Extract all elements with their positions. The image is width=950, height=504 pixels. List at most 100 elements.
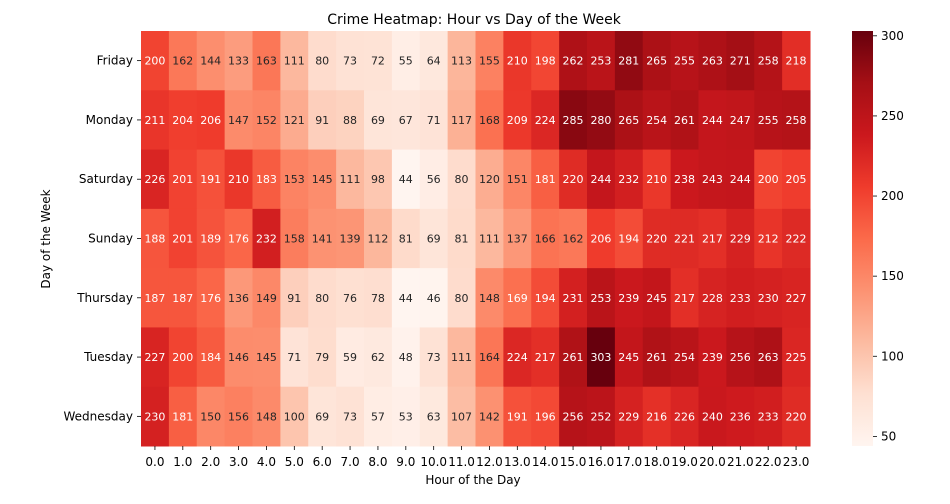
heatmap-cell bbox=[531, 90, 560, 151]
heatmap-cell bbox=[698, 149, 727, 210]
cell-value-label: 181 bbox=[172, 410, 193, 423]
heatmap-cell bbox=[754, 31, 783, 91]
heatmap-cell bbox=[642, 31, 672, 91]
heatmap-cell bbox=[168, 90, 198, 151]
heatmap-cell bbox=[196, 208, 226, 269]
cell-value-label: 254 bbox=[646, 114, 667, 127]
x-tick-label: 12.0 bbox=[476, 455, 503, 469]
x-tick-label: 6.0 bbox=[313, 455, 332, 469]
cell-value-label: 69 bbox=[315, 410, 329, 423]
heatmap-cell bbox=[224, 386, 254, 447]
cell-value-label: 247 bbox=[730, 114, 751, 127]
y-tick-label: Wednesday bbox=[64, 409, 133, 423]
heatmap-cell bbox=[252, 208, 281, 269]
x-tick-label: 14.0 bbox=[532, 455, 559, 469]
heatmap-cell bbox=[726, 90, 755, 151]
cell-value-label: 111 bbox=[340, 173, 361, 186]
heatmap-cell bbox=[670, 208, 700, 269]
heatmap-cell bbox=[614, 149, 644, 210]
cell-value-label: 281 bbox=[618, 55, 639, 68]
heatmap-cell bbox=[670, 90, 700, 151]
cell-value-label: 152 bbox=[256, 114, 277, 127]
heatmap-cell bbox=[642, 386, 672, 447]
cell-value-label: 107 bbox=[451, 410, 472, 423]
cell-value-label: 80 bbox=[455, 292, 469, 305]
heatmap-cell bbox=[726, 149, 755, 210]
heatmap-cell bbox=[419, 90, 449, 151]
heatmap-cell bbox=[141, 31, 170, 91]
cell-value-label: 80 bbox=[315, 292, 329, 305]
cell-value-label: 233 bbox=[730, 292, 751, 305]
cell-value-label: 163 bbox=[256, 55, 277, 68]
cell-value-label: 176 bbox=[228, 233, 249, 246]
heatmap-cell bbox=[308, 386, 337, 447]
heatmap-cell bbox=[447, 327, 477, 388]
x-tick-label: 9.0 bbox=[396, 455, 415, 469]
heatmap-cell bbox=[252, 386, 281, 447]
heatmap-cell bbox=[196, 327, 226, 388]
cell-value-label: 255 bbox=[674, 55, 695, 68]
y-axis-ticks: Friday Monday Saturday Sunday Thursday Tuesda… bbox=[64, 54, 141, 423]
heatmap-cell bbox=[308, 31, 337, 91]
heatmap-cell bbox=[196, 386, 226, 447]
cell-value-label: 254 bbox=[674, 351, 695, 364]
heatmap-cell bbox=[224, 208, 254, 269]
cell-value-label: 59 bbox=[343, 351, 357, 364]
cell-value-label: 256 bbox=[563, 410, 584, 423]
cell-value-label: 224 bbox=[535, 114, 556, 127]
heatmap-cell bbox=[280, 90, 309, 151]
heatmap-cell bbox=[280, 268, 309, 328]
heatmap-cell bbox=[224, 327, 254, 388]
heatmap-cell bbox=[587, 149, 616, 210]
cell-value-label: 209 bbox=[507, 114, 528, 127]
heatmap-cell bbox=[141, 327, 170, 388]
heatmap-cell bbox=[336, 327, 365, 388]
cell-value-label: 71 bbox=[287, 351, 301, 364]
cell-value-label: 187 bbox=[144, 292, 165, 305]
heatmap-cell bbox=[336, 149, 365, 210]
x-tick-label: 2.0 bbox=[201, 455, 220, 469]
cell-value-label: 231 bbox=[563, 292, 584, 305]
cell-value-label: 194 bbox=[618, 233, 639, 246]
cell-value-label: 253 bbox=[590, 55, 611, 68]
x-tick-label: 10.0 bbox=[420, 455, 447, 469]
cell-value-label: 79 bbox=[315, 351, 329, 364]
heatmap-cell bbox=[531, 31, 560, 91]
x-tick-label: 23.0 bbox=[783, 455, 810, 469]
heatmap-cell bbox=[698, 327, 727, 388]
cell-value-label: 244 bbox=[730, 173, 751, 186]
cell-value-label: 164 bbox=[479, 351, 500, 364]
heatmap-cell bbox=[587, 327, 616, 388]
cell-value-label: 200 bbox=[172, 351, 193, 364]
heatmap-cell bbox=[587, 90, 616, 151]
cell-value-label: 258 bbox=[786, 114, 807, 127]
heatmap-cell bbox=[531, 149, 560, 210]
heatmap-cell bbox=[419, 386, 449, 447]
cell-value-label: 111 bbox=[284, 55, 305, 68]
cell-value-label: 230 bbox=[144, 410, 165, 423]
heatmap-cell bbox=[559, 208, 588, 269]
heatmap-cell bbox=[308, 90, 337, 151]
colorbar-tick-label: 100 bbox=[881, 349, 904, 363]
colorbar-tick-label: 50 bbox=[881, 429, 896, 443]
x-tick-label: 4.0 bbox=[257, 455, 276, 469]
x-tick-label: 17.0 bbox=[615, 455, 642, 469]
heatmap-cell bbox=[754, 268, 783, 328]
x-tick-label: 1.0 bbox=[173, 455, 192, 469]
heatmap-cell bbox=[782, 386, 811, 447]
cell-value-label: 229 bbox=[730, 233, 751, 246]
heatmap-cell bbox=[447, 149, 477, 210]
cell-value-label: 239 bbox=[618, 292, 639, 305]
cell-value-label: 150 bbox=[200, 410, 221, 423]
y-tick-label: Tuesday bbox=[83, 350, 133, 364]
heatmap-cell bbox=[196, 149, 226, 210]
heatmap-cell bbox=[419, 149, 449, 210]
heatmap-cell bbox=[503, 31, 532, 91]
heatmap-cell bbox=[642, 327, 672, 388]
cell-value-label: 111 bbox=[451, 351, 472, 364]
cell-value-label: 221 bbox=[674, 233, 695, 246]
cell-value-label: 73 bbox=[427, 351, 441, 364]
cell-value-label: 64 bbox=[427, 55, 441, 68]
cell-value-label: 271 bbox=[730, 55, 751, 68]
heatmap-cell bbox=[531, 268, 560, 328]
